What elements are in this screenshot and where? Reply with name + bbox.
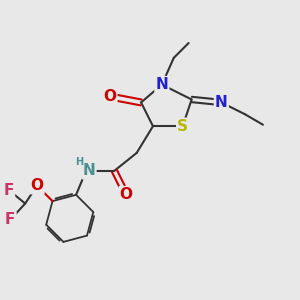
Text: O: O	[31, 178, 44, 193]
Text: N: N	[215, 95, 228, 110]
Text: F: F	[5, 212, 16, 227]
Text: H: H	[76, 157, 84, 167]
Text: O: O	[103, 89, 116, 104]
Text: O: O	[120, 187, 133, 202]
Text: F: F	[4, 183, 14, 198]
Text: N: N	[155, 77, 168, 92]
Text: N: N	[83, 163, 95, 178]
Text: S: S	[177, 119, 188, 134]
